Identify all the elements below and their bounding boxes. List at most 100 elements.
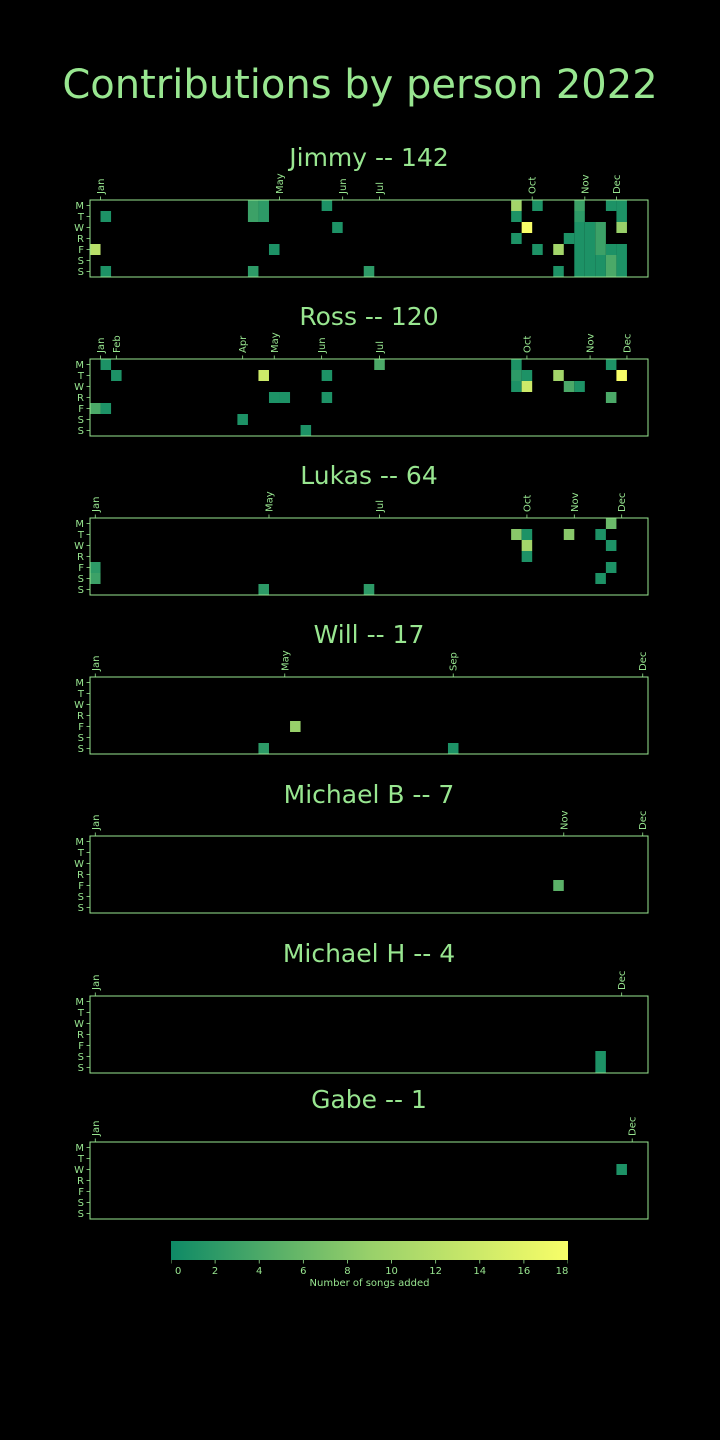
colorbar-tick-label: 2 <box>212 1266 218 1277</box>
heatmap-cell <box>100 359 112 370</box>
month-label: Oct <box>528 177 539 194</box>
heatmap-cell <box>584 233 596 244</box>
heatmap-cell <box>532 200 543 211</box>
heatmap-cell <box>605 540 617 551</box>
panel-title: Michael H -- 4 <box>282 939 456 968</box>
heatmap-cell <box>553 244 564 255</box>
heatmap-cell <box>553 370 564 381</box>
heatmap-cell <box>616 266 627 277</box>
axes-frame <box>89 676 649 755</box>
day-label: S <box>78 903 84 914</box>
heatmap-cell <box>616 200 627 211</box>
heatmap-cell <box>595 244 606 255</box>
day-label: M <box>75 1143 84 1154</box>
day-label: W <box>74 1019 84 1030</box>
month-label: Jul <box>375 341 386 354</box>
heatmap-cell <box>258 743 269 754</box>
day-label: M <box>75 201 84 212</box>
heatmap-cell <box>616 222 627 233</box>
heatmap-cell <box>616 211 627 222</box>
heatmap-cell <box>90 403 101 414</box>
heatmap-cell <box>521 370 533 381</box>
day-label: F <box>78 881 84 892</box>
month-label: Dec <box>617 493 628 512</box>
colorbar-tick-label: 16 <box>518 1266 531 1277</box>
heatmap-cell <box>90 562 101 573</box>
month-label: Nov <box>570 492 581 512</box>
day-label: M <box>75 360 84 371</box>
heatmap-cell <box>595 573 606 584</box>
heatmap-cell <box>247 266 259 277</box>
day-label: T <box>77 371 85 382</box>
heatmap-cell <box>279 392 291 403</box>
heatmap-cell <box>574 255 585 266</box>
day-label: R <box>77 1176 84 1187</box>
day-label: M <box>75 519 84 530</box>
day-label: S <box>78 1198 84 1209</box>
day-label: S <box>78 256 84 267</box>
month-label: Dec <box>638 652 649 671</box>
heatmap-cell <box>247 200 259 211</box>
heatmap-cell <box>574 222 585 233</box>
day-label: S <box>78 892 84 903</box>
heatmap-cell <box>605 392 617 403</box>
month-label: Sep <box>449 652 460 671</box>
month-label: Jun <box>317 337 328 354</box>
heatmap-cell <box>595 266 606 277</box>
heatmap-cell <box>237 414 248 425</box>
heatmap-cell <box>511 529 522 540</box>
day-label: S <box>78 1052 84 1063</box>
heatmap-cell <box>521 540 533 551</box>
colorbar-tick-label: 6 <box>300 1266 306 1277</box>
axes-frame <box>89 835 649 914</box>
colorbar-gradient <box>171 1241 568 1260</box>
heatmap-cell <box>605 244 617 255</box>
day-label: T <box>77 1008 85 1019</box>
heatmap-cell <box>584 255 596 266</box>
heatmap-cell <box>290 721 301 732</box>
panel-title: Ross -- 120 <box>299 302 439 331</box>
colorbar-tick-label: 10 <box>385 1266 398 1277</box>
heatmap-cell <box>574 233 585 244</box>
heatmap-cell <box>258 211 269 222</box>
heatmap-cell <box>574 381 585 392</box>
day-label: T <box>77 1154 85 1165</box>
colorbar-svg: 0 2 4 6 8 10 12 14 16 18 <box>170 1241 569 1277</box>
heatmap-cell <box>532 244 543 255</box>
heatmap-cell <box>584 222 596 233</box>
day-label: T <box>77 689 85 700</box>
day-label: R <box>77 552 84 563</box>
day-label: S <box>78 585 84 596</box>
day-label: M <box>75 997 84 1008</box>
heatmap-cell <box>521 551 533 562</box>
colorbar-tick-label: 8 <box>344 1266 350 1277</box>
month-label: Dec <box>638 811 649 830</box>
day-label: W <box>74 700 84 711</box>
heatmap-cell <box>258 584 269 595</box>
heatmap-cell <box>332 222 343 233</box>
month-label: Oct <box>522 495 533 512</box>
heatmap-cell <box>605 200 617 211</box>
month-label: Dec <box>612 175 623 194</box>
heatmap-cell <box>595 1051 606 1062</box>
heatmap-cell <box>605 518 617 529</box>
heatmap-cell <box>511 359 522 370</box>
day-label: S <box>78 267 84 278</box>
month-label: Jan <box>96 338 107 354</box>
day-label: F <box>78 722 84 733</box>
day-label: S <box>78 733 84 744</box>
heatmap-cell <box>374 359 385 370</box>
colorbar-label: Number of songs added <box>309 1278 430 1289</box>
heatmap-cell <box>595 529 606 540</box>
heatmap-cell <box>595 222 606 233</box>
month-label: Nov <box>580 174 591 194</box>
day-label: S <box>78 415 84 426</box>
heatmap-cell <box>563 233 575 244</box>
heatmap-cell <box>605 266 617 277</box>
day-label: M <box>75 837 84 848</box>
heatmap-cell <box>605 255 617 266</box>
